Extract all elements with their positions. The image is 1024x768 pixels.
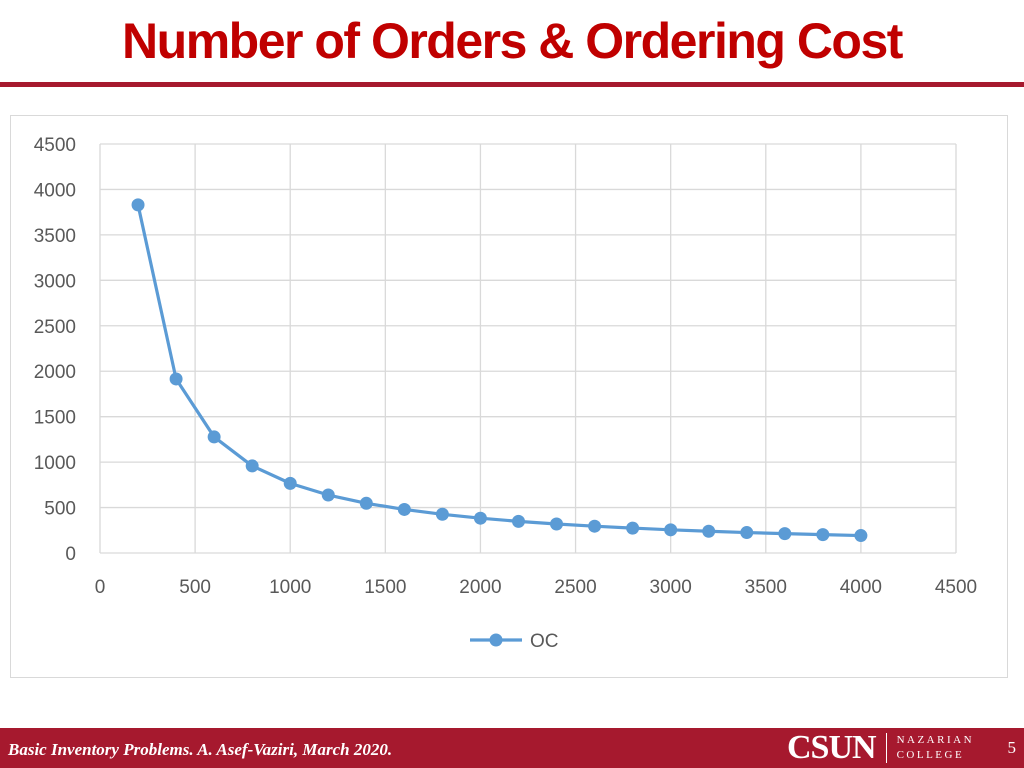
- y-tick-label: 4500: [34, 135, 76, 156]
- logo-college-line2: COLLEGE: [896, 749, 965, 761]
- legend-marker: [489, 633, 503, 647]
- y-tick-label: 1500: [34, 408, 76, 429]
- data-point: [588, 519, 602, 533]
- data-point: [854, 529, 868, 543]
- y-tick-label: 3000: [34, 271, 76, 292]
- page-number: 5: [1007, 738, 1017, 757]
- y-tick-label: 3500: [34, 226, 76, 247]
- data-point: [131, 198, 145, 212]
- x-tick-label: 2000: [459, 577, 501, 598]
- logo-college-line1: NAZARIAN: [896, 734, 975, 746]
- data-point: [397, 502, 411, 516]
- x-tick-label: 0: [95, 577, 106, 598]
- data-point: [435, 507, 449, 521]
- x-tick-label: 4500: [935, 577, 977, 598]
- chart-area: [10, 115, 1008, 678]
- data-point: [550, 517, 564, 531]
- data-point: [740, 526, 754, 540]
- data-point: [664, 523, 678, 537]
- data-point: [816, 528, 830, 542]
- slide-title: Number of Orders & Ordering Cost: [122, 13, 903, 69]
- footer-bar: Basic Inventory Problems. A. Asef-Vaziri…: [0, 728, 1024, 768]
- legend-label: OC: [530, 631, 559, 652]
- y-tick-label: 500: [44, 499, 76, 520]
- data-point: [511, 514, 525, 528]
- data-point: [626, 521, 640, 535]
- x-tick-label: 3000: [650, 577, 692, 598]
- y-tick-label: 2500: [34, 317, 76, 338]
- y-tick-label: 4000: [34, 180, 76, 201]
- x-tick-label: 3500: [745, 577, 787, 598]
- data-point: [283, 476, 297, 490]
- x-tick-label: 500: [179, 577, 211, 598]
- series-line: [136, 204, 861, 538]
- title-divider: [0, 82, 1024, 87]
- footer-caption: Basic Inventory Problems. A. Asef-Vaziri…: [8, 740, 393, 759]
- data-point: [169, 372, 183, 386]
- data-point: [473, 511, 487, 525]
- y-tick-label: 0: [65, 544, 76, 565]
- data-point: [245, 459, 259, 473]
- csun-logo: CSUN NAZARIAN COLLEGE: [787, 729, 974, 767]
- x-tick-label: 1500: [364, 577, 406, 598]
- data-point: [207, 430, 221, 444]
- x-tick-label: 2500: [554, 577, 596, 598]
- x-tick-label: 1000: [269, 577, 311, 598]
- y-tick-label: 2000: [34, 362, 76, 383]
- logo-divider: [885, 733, 887, 763]
- data-point: [321, 488, 335, 502]
- data-point: [702, 524, 716, 538]
- data-point: [359, 496, 373, 510]
- chart: 0 500 1000 1500 2000 2500 3000 3500 4000 4500 0 500…: [34, 135, 977, 652]
- data-point: [778, 527, 792, 541]
- y-tick-label: 1000: [34, 453, 76, 474]
- logo-college-name: NAZARIAN COLLEGE: [897, 733, 974, 763]
- x-tick-label: 4000: [840, 577, 882, 598]
- logo-csun-text: CSUN: [787, 729, 877, 766]
